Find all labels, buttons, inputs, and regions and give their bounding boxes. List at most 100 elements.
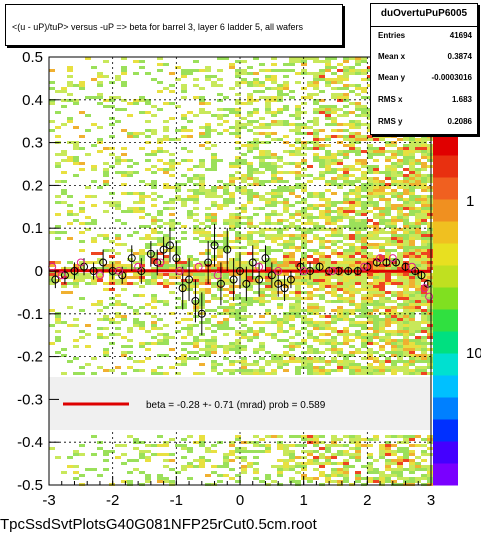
heat-cell <box>307 330 313 333</box>
heat-cell <box>313 153 319 156</box>
heat-cell <box>379 135 385 138</box>
heat-cell <box>361 372 367 375</box>
heat-cell <box>373 228 379 231</box>
heat-cell <box>415 144 421 147</box>
heat-cell <box>361 252 367 255</box>
heat-cell <box>139 276 145 279</box>
heat-cell <box>391 222 397 225</box>
heat-cell <box>163 237 169 240</box>
heat-cell <box>361 171 367 174</box>
heat-cell <box>379 447 385 450</box>
heat-cell <box>379 273 385 276</box>
heat-cell <box>367 192 373 195</box>
heat-cell <box>415 180 421 183</box>
heat-cell <box>409 471 415 474</box>
heat-cell <box>415 237 421 240</box>
heat-cell <box>265 168 271 171</box>
heat-cell <box>199 348 205 351</box>
profile-point <box>127 254 136 263</box>
heat-cell <box>121 279 127 282</box>
heat-cell <box>391 468 397 471</box>
heat-cell <box>361 105 367 108</box>
heat-cell <box>55 111 61 114</box>
heat-cell <box>109 201 115 204</box>
heat-cell <box>295 246 301 249</box>
heat-cell <box>427 306 433 309</box>
heat-cell <box>319 309 325 312</box>
heat-cell <box>223 204 229 207</box>
heat-cell <box>175 264 181 267</box>
heat-cell <box>319 225 325 228</box>
heat-cell <box>289 303 295 306</box>
heat-cell <box>355 291 361 294</box>
heat-cell <box>175 138 181 141</box>
heat-cell <box>145 348 151 351</box>
heat-cell <box>163 168 169 171</box>
heat-cell <box>343 177 349 180</box>
heat-cell <box>361 177 367 180</box>
heat-cell <box>49 324 55 327</box>
heat-cell <box>331 438 337 441</box>
heat-cell <box>391 168 397 171</box>
heat-cell <box>205 195 211 198</box>
heat-cell <box>313 234 319 237</box>
heat-cell <box>343 153 349 156</box>
heat-cell <box>331 330 337 333</box>
heat-cell <box>151 282 157 285</box>
heat-cell <box>205 474 211 477</box>
heat-cell <box>373 153 379 156</box>
heat-cell <box>367 321 373 324</box>
heat-cell <box>355 249 361 252</box>
heat-cell <box>175 363 181 366</box>
heat-cell <box>367 468 373 471</box>
heat-cell <box>157 300 163 303</box>
heat-cell <box>343 111 349 114</box>
heat-cell <box>79 240 85 243</box>
heat-cell <box>109 96 115 99</box>
heat-cell <box>103 201 109 204</box>
heat-cell <box>385 165 391 168</box>
heat-cell <box>109 369 115 372</box>
heat-cell <box>229 126 235 129</box>
heat-cell <box>85 261 91 264</box>
heat-cell <box>259 171 265 174</box>
heat-cell <box>307 240 313 243</box>
heat-cell <box>355 336 361 339</box>
heat-cell <box>259 357 265 360</box>
heat-cell <box>421 165 427 168</box>
heat-cell <box>181 261 187 264</box>
heat-cell <box>205 111 211 114</box>
heat-cell <box>415 228 421 231</box>
heat-cell <box>409 183 415 186</box>
heat-cell <box>349 219 355 222</box>
heat-cell <box>193 174 199 177</box>
heat-cell <box>241 189 247 192</box>
heat-cell <box>337 297 343 300</box>
heat-cell <box>397 366 403 369</box>
heat-cell <box>409 333 415 336</box>
heat-cell <box>295 282 301 285</box>
heat-cell <box>295 279 301 282</box>
heat-cell <box>379 192 385 195</box>
heat-cell <box>349 147 355 150</box>
heat-cell <box>151 171 157 174</box>
heat-cell <box>211 219 217 222</box>
heat-cell <box>301 444 307 447</box>
heat-cell <box>325 156 331 159</box>
heat-cell <box>391 291 397 294</box>
heat-cell <box>289 444 295 447</box>
heat-cell <box>139 345 145 348</box>
heat-cell <box>307 216 313 219</box>
heat-cell <box>55 165 61 168</box>
heat-cell <box>73 276 79 279</box>
heat-cell <box>163 171 169 174</box>
heat-cell <box>271 132 277 135</box>
heat-cell <box>289 186 295 189</box>
heat-cell <box>373 183 379 186</box>
heat-cell <box>421 246 427 249</box>
heat-cell <box>283 297 289 300</box>
heat-cell <box>265 333 271 336</box>
heat-cell <box>205 231 211 234</box>
heat-cell <box>409 171 415 174</box>
stats-box: duOvertuPuP6005 Entries 41694 Mean x 0.3… <box>370 3 478 135</box>
